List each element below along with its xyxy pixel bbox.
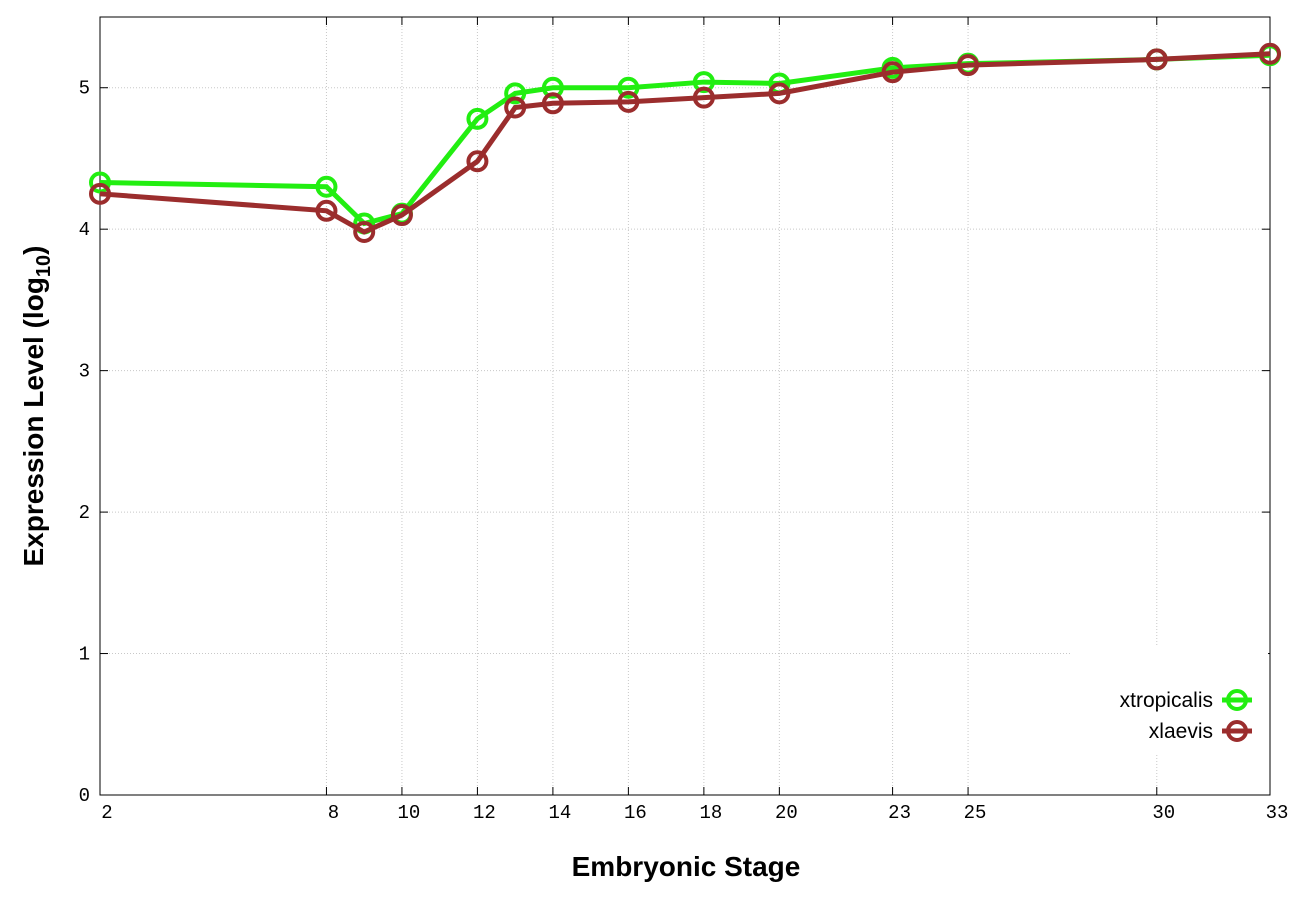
data-point (768, 82, 791, 105)
data-point (692, 71, 715, 94)
y-label-subscript: 10 (33, 255, 55, 277)
y-label-suffix: ) (18, 246, 49, 255)
legend-label: xlaevis (1149, 720, 1213, 743)
series-line (99, 51, 1271, 235)
data-point (315, 199, 338, 222)
x-tick-label: 30 (1152, 802, 1175, 824)
data-point (692, 86, 715, 109)
x-tick-label: 20 (775, 802, 798, 824)
x-tick-label: 14 (548, 802, 571, 824)
data-point (466, 107, 489, 130)
x-tick-label: 18 (699, 802, 722, 824)
legend-marker (1226, 689, 1248, 711)
x-tick-label: 25 (964, 802, 987, 824)
plot-border (99, 16, 1271, 796)
data-point (1259, 42, 1281, 65)
y-tick-label: 0 (79, 785, 90, 807)
series-line (99, 52, 1271, 227)
y-axis-label: Expression Level (log10) (18, 246, 55, 567)
y-tick-label: 5 (79, 78, 90, 100)
x-tick-label: 23 (888, 802, 911, 824)
x-tick-label: 2 (101, 802, 112, 824)
data-point (466, 150, 489, 173)
y-tick-label: 2 (79, 502, 90, 524)
data-point (353, 221, 376, 244)
data-point (89, 171, 111, 194)
x-tick-label: 10 (398, 802, 421, 824)
y-tick-label: 1 (79, 644, 90, 666)
y-tick-label: 3 (79, 361, 90, 383)
x-axis-label: Embryonic Stage (572, 851, 801, 882)
data-point (390, 204, 413, 227)
data-point (541, 92, 564, 115)
data-point (881, 61, 904, 84)
data-point (315, 175, 338, 198)
x-tick-label: 8 (328, 802, 339, 824)
data-point (617, 76, 640, 99)
x-tick-label: 33 (1266, 802, 1289, 824)
x-tick-label: 12 (473, 802, 496, 824)
legend-marker (1226, 720, 1248, 742)
data-point (504, 96, 527, 119)
data-point (1145, 48, 1168, 71)
legend-label: xtropicalis (1120, 689, 1213, 712)
data-point (957, 54, 980, 77)
data-point (541, 76, 564, 99)
x-tick-label: 16 (624, 802, 647, 824)
data-point (89, 182, 111, 205)
data-point (617, 90, 640, 113)
data-point (504, 82, 527, 105)
y-tick-label: 4 (79, 219, 90, 241)
y-label-text: Expression Level (log (18, 277, 49, 566)
